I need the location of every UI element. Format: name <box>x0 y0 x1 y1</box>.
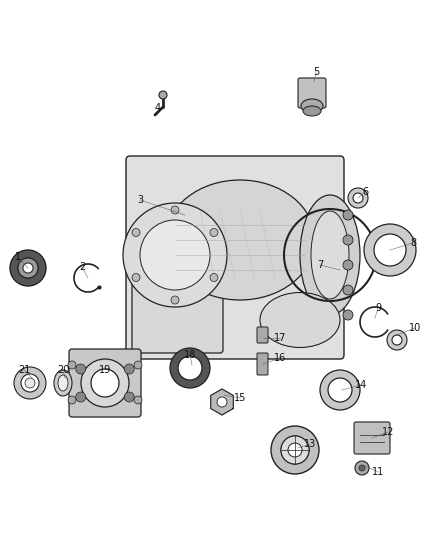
Circle shape <box>23 263 33 273</box>
Circle shape <box>343 235 353 245</box>
Text: 9: 9 <box>375 303 381 313</box>
Circle shape <box>134 361 142 369</box>
Text: 3: 3 <box>137 195 143 205</box>
FancyBboxPatch shape <box>298 78 326 108</box>
Text: 15: 15 <box>234 393 246 403</box>
Text: 2: 2 <box>79 262 85 272</box>
Text: 1: 1 <box>15 252 21 262</box>
Circle shape <box>81 359 129 407</box>
Text: 7: 7 <box>317 260 323 270</box>
Circle shape <box>132 229 140 237</box>
Text: 13: 13 <box>304 439 316 449</box>
Text: 17: 17 <box>274 333 286 343</box>
FancyBboxPatch shape <box>126 156 344 359</box>
Circle shape <box>134 396 142 404</box>
Text: 6: 6 <box>362 187 368 197</box>
Circle shape <box>171 296 179 304</box>
Text: 10: 10 <box>409 323 421 333</box>
Text: 16: 16 <box>274 353 286 363</box>
Circle shape <box>68 396 76 404</box>
Circle shape <box>359 465 365 471</box>
Circle shape <box>328 378 352 402</box>
Circle shape <box>140 220 210 290</box>
Circle shape <box>210 229 218 237</box>
Circle shape <box>124 392 134 402</box>
Circle shape <box>343 310 353 320</box>
Ellipse shape <box>58 375 68 391</box>
Circle shape <box>392 335 402 345</box>
Circle shape <box>10 250 46 286</box>
Circle shape <box>18 258 38 278</box>
Circle shape <box>288 443 302 457</box>
Circle shape <box>170 348 210 388</box>
Circle shape <box>374 234 406 266</box>
Circle shape <box>348 188 368 208</box>
Ellipse shape <box>300 195 360 315</box>
Circle shape <box>171 206 179 214</box>
Circle shape <box>123 203 227 307</box>
Ellipse shape <box>54 370 72 396</box>
Circle shape <box>14 367 46 399</box>
FancyBboxPatch shape <box>354 422 390 454</box>
Circle shape <box>210 273 218 281</box>
Circle shape <box>364 224 416 276</box>
Circle shape <box>343 285 353 295</box>
Circle shape <box>355 461 369 475</box>
Circle shape <box>18 258 38 278</box>
Text: 5: 5 <box>313 67 319 77</box>
Circle shape <box>159 91 167 99</box>
Text: 19: 19 <box>99 365 111 375</box>
Circle shape <box>281 436 309 464</box>
Text: 8: 8 <box>410 238 416 248</box>
Circle shape <box>21 374 39 392</box>
Text: 14: 14 <box>355 380 367 390</box>
Circle shape <box>25 378 35 388</box>
Text: 12: 12 <box>382 427 394 437</box>
Circle shape <box>76 392 86 402</box>
Circle shape <box>343 210 353 220</box>
Circle shape <box>281 436 309 464</box>
Circle shape <box>343 260 353 270</box>
Text: 21: 21 <box>18 365 30 375</box>
Circle shape <box>68 361 76 369</box>
Circle shape <box>132 273 140 281</box>
Text: 20: 20 <box>57 365 69 375</box>
Ellipse shape <box>260 293 340 348</box>
Circle shape <box>178 356 202 380</box>
FancyBboxPatch shape <box>69 349 141 417</box>
FancyBboxPatch shape <box>257 353 268 375</box>
FancyBboxPatch shape <box>257 327 268 343</box>
Circle shape <box>271 426 319 474</box>
Circle shape <box>353 193 363 203</box>
Circle shape <box>124 364 134 374</box>
Text: 18: 18 <box>184 350 196 360</box>
Text: 4: 4 <box>155 103 161 113</box>
Circle shape <box>387 330 407 350</box>
Ellipse shape <box>165 180 315 300</box>
Polygon shape <box>211 389 233 415</box>
Circle shape <box>76 364 86 374</box>
Circle shape <box>320 370 360 410</box>
Ellipse shape <box>301 99 323 113</box>
Ellipse shape <box>311 211 349 299</box>
Text: 11: 11 <box>372 467 384 477</box>
Circle shape <box>217 397 227 407</box>
FancyBboxPatch shape <box>132 267 223 353</box>
Circle shape <box>91 369 119 397</box>
Ellipse shape <box>303 106 321 116</box>
